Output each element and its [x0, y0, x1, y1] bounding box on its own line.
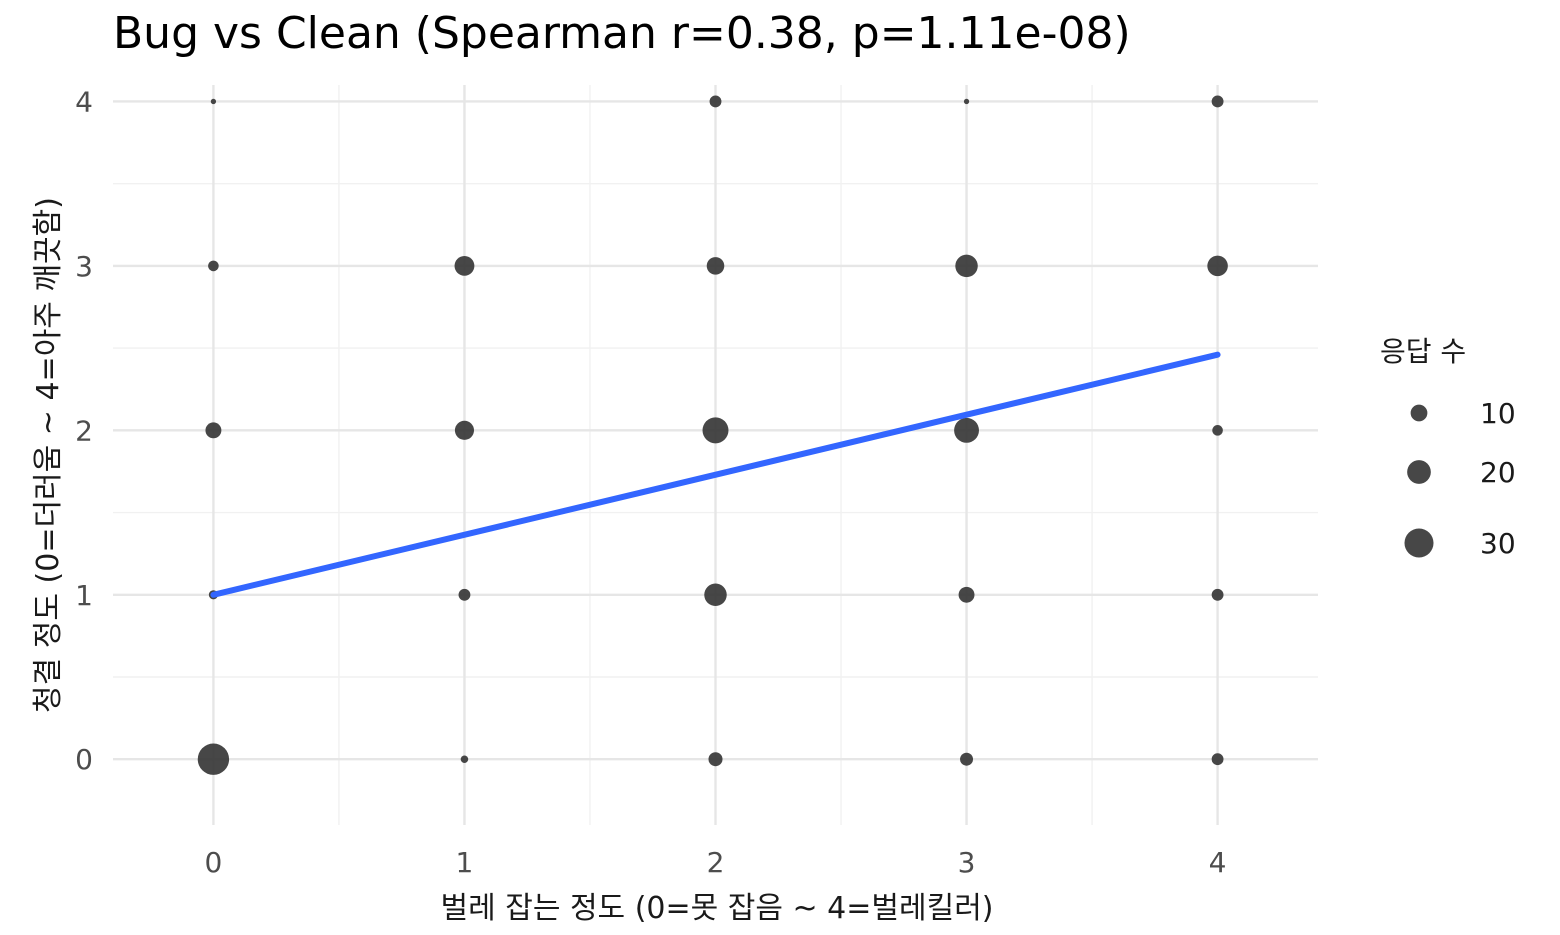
data-point [954, 417, 979, 443]
legend-size-key [1404, 528, 1434, 558]
data-point [208, 260, 219, 272]
data-point [458, 588, 471, 601]
data-point [454, 420, 475, 440]
x-tick-label: 3 [958, 846, 976, 879]
legend-size-key [1410, 404, 1428, 422]
size-legend: 응답 수 10 20 30 [1380, 335, 1516, 560]
y-axis-title: 청결 정도 (0=더러움 ~ 4=아주 깨끗함) [31, 197, 66, 713]
trend-line [210, 351, 1221, 598]
grid-lines [113, 85, 1318, 825]
data-point [1211, 588, 1224, 601]
data-point [197, 743, 230, 775]
y-tick-label: 3 [75, 250, 93, 283]
chart-title: Bug vs Clean (Spearman r=0.38, p=1.11e-0… [113, 8, 1131, 59]
data-point [210, 98, 217, 105]
data-point [960, 752, 974, 766]
y-tick-label: 0 [75, 743, 93, 776]
trend-line-layer [210, 351, 1221, 598]
data-point [709, 95, 722, 108]
y-tick-label: 2 [75, 414, 93, 447]
data-point [1211, 753, 1224, 766]
legend-label: 30 [1480, 527, 1516, 560]
legend-label: 10 [1480, 397, 1516, 430]
data-point [955, 254, 978, 278]
y-axis-ticks: 0 1 2 3 4 [75, 85, 93, 776]
legend-size-key [1407, 460, 1431, 484]
data-point [963, 98, 970, 105]
data-point [702, 417, 729, 444]
data-point [1207, 255, 1228, 277]
x-axis-ticks: 0 1 2 3 4 [205, 846, 1227, 879]
x-axis-title: 벌레 잡는 정도 (0=못 잡음 ~ 4=벌레킬러) [440, 891, 993, 926]
x-tick-label: 1 [456, 846, 474, 879]
plot-panel [113, 85, 1318, 825]
data-point [1212, 425, 1223, 436]
x-tick-label: 4 [1209, 846, 1227, 879]
data-points [197, 95, 1228, 775]
legend-label: 20 [1480, 456, 1516, 489]
y-tick-label: 1 [75, 579, 93, 612]
data-point [708, 752, 723, 767]
x-tick-label: 0 [205, 846, 223, 879]
data-point [1211, 95, 1224, 108]
data-point [460, 755, 469, 763]
legend-entries: 10 20 30 [1404, 397, 1516, 560]
data-point [454, 255, 475, 276]
data-point [205, 422, 222, 439]
data-point [706, 257, 725, 275]
data-point [958, 586, 975, 603]
data-point [704, 583, 727, 607]
x-tick-label: 2 [707, 846, 725, 879]
legend-title: 응답 수 [1380, 335, 1466, 368]
y-tick-label: 4 [75, 85, 93, 118]
